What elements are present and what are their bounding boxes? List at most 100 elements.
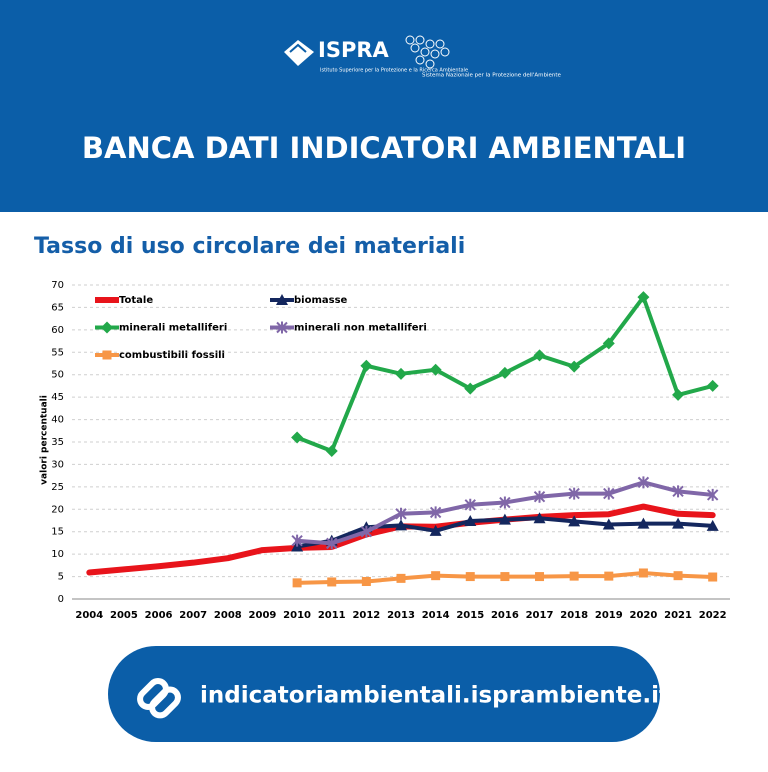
x-tick-label: 2014 (422, 610, 450, 621)
y-tick-label: 20 (51, 504, 64, 515)
marker (602, 337, 615, 350)
marker (603, 487, 615, 500)
point (121, 567, 126, 572)
marker (276, 294, 288, 305)
point (572, 513, 577, 518)
marker (431, 571, 441, 581)
x-tick-label: 2015 (456, 610, 484, 621)
legend-label: biomasse (294, 295, 348, 306)
marker (533, 349, 546, 362)
logo-dot (425, 59, 435, 69)
marker (429, 524, 442, 536)
marker (464, 498, 476, 511)
legend-label: Totale (119, 295, 153, 306)
x-tick-label: 2008 (214, 610, 242, 621)
y-tick-label: 15 (51, 527, 64, 538)
point (260, 548, 265, 553)
x-tick-label: 2013 (387, 610, 415, 621)
y-tick-label: 70 (51, 280, 64, 291)
logo-dot (420, 47, 430, 57)
marker (360, 525, 373, 538)
marker (327, 577, 337, 587)
y-tick-label: 5 (58, 572, 64, 583)
y-tick-label: 55 (51, 347, 64, 358)
marker (533, 512, 546, 524)
x-tick-label: 2016 (491, 610, 519, 621)
link-chain (149, 686, 181, 719)
logo-dot (410, 43, 420, 53)
marker (533, 490, 546, 503)
marker (499, 496, 511, 509)
marker (465, 572, 475, 582)
marker (638, 568, 648, 578)
x-tick-label: 2022 (699, 610, 727, 621)
point (641, 504, 646, 509)
x-tick-label: 2012 (352, 610, 380, 621)
x-tick-label: 2018 (560, 610, 588, 621)
marker (672, 517, 685, 529)
marker (360, 359, 373, 372)
plot: 0 5 10 15 20 25 30 35 40 45 50 55 60 65 70 2004 2005 2006… (51, 280, 730, 621)
marker (672, 485, 684, 498)
marker (464, 382, 477, 395)
chart-title: Tasso di uso circolare dei materiali (34, 234, 465, 259)
x-tick-label: 2009 (249, 610, 277, 621)
logo-icon-detail (289, 43, 307, 53)
link-button[interactable] (108, 646, 660, 742)
y-tick-label: 60 (51, 325, 64, 336)
point (225, 556, 230, 561)
link-url[interactable]: indicatoriambientali.isprambiente.it (200, 683, 670, 709)
marker (637, 476, 650, 489)
partner-logo (405, 35, 450, 69)
point (156, 564, 161, 569)
logo-dot (415, 35, 425, 45)
logo-dot (405, 35, 415, 45)
legend-label: minerali metalliferi (119, 323, 227, 334)
point (606, 512, 611, 517)
logo-dot (425, 39, 435, 49)
logo-icon (284, 40, 314, 66)
x-tick-label: 2004 (75, 610, 103, 621)
marker (706, 488, 719, 501)
x-tick-label: 2006 (145, 610, 173, 621)
marker (396, 573, 406, 583)
marker (535, 572, 545, 582)
marker (637, 517, 650, 529)
x-tick-label: 2005 (110, 610, 138, 621)
marker (602, 518, 615, 530)
logo-name: ISPRA (318, 38, 389, 62)
y-tick-label: 65 (51, 302, 64, 313)
y-tick-label: 50 (51, 370, 64, 381)
marker (706, 379, 719, 392)
logo-dot (415, 55, 425, 65)
marker (291, 431, 304, 444)
marker (464, 514, 477, 526)
x-tick-label: 2021 (664, 610, 692, 621)
partner-name: Sistema Nazionale per la Protezione dell… (422, 73, 561, 79)
y-tick-label: 40 (51, 415, 64, 426)
marker (568, 487, 580, 500)
marker (102, 350, 112, 360)
marker (291, 534, 303, 547)
marker (292, 578, 302, 588)
marker (569, 571, 579, 581)
marker (673, 571, 683, 581)
point (191, 560, 196, 565)
page-title: BANCA DATI INDICATORI AMBIENTALI (82, 131, 686, 165)
marker (276, 321, 288, 334)
y-tick-label: 35 (51, 437, 64, 448)
y-tick-label: 0 (58, 594, 64, 605)
marker (361, 577, 371, 587)
y-tick-label: 45 (51, 392, 64, 403)
marker (604, 571, 614, 581)
y-tick-label: 30 (51, 459, 64, 470)
ispra-logo: ISPRA Istituto Superiore per la Protezio… (284, 38, 468, 74)
x-tick-label: 2011 (318, 610, 346, 621)
marker (101, 321, 113, 334)
marker (500, 572, 510, 582)
logo-subtitle: Istituto Superiore per la Protezione e l… (320, 68, 468, 74)
marker (395, 519, 407, 531)
logo-dot (440, 47, 450, 57)
y-tick-label: 10 (51, 549, 64, 560)
x-tick-label: 2017 (526, 610, 554, 621)
